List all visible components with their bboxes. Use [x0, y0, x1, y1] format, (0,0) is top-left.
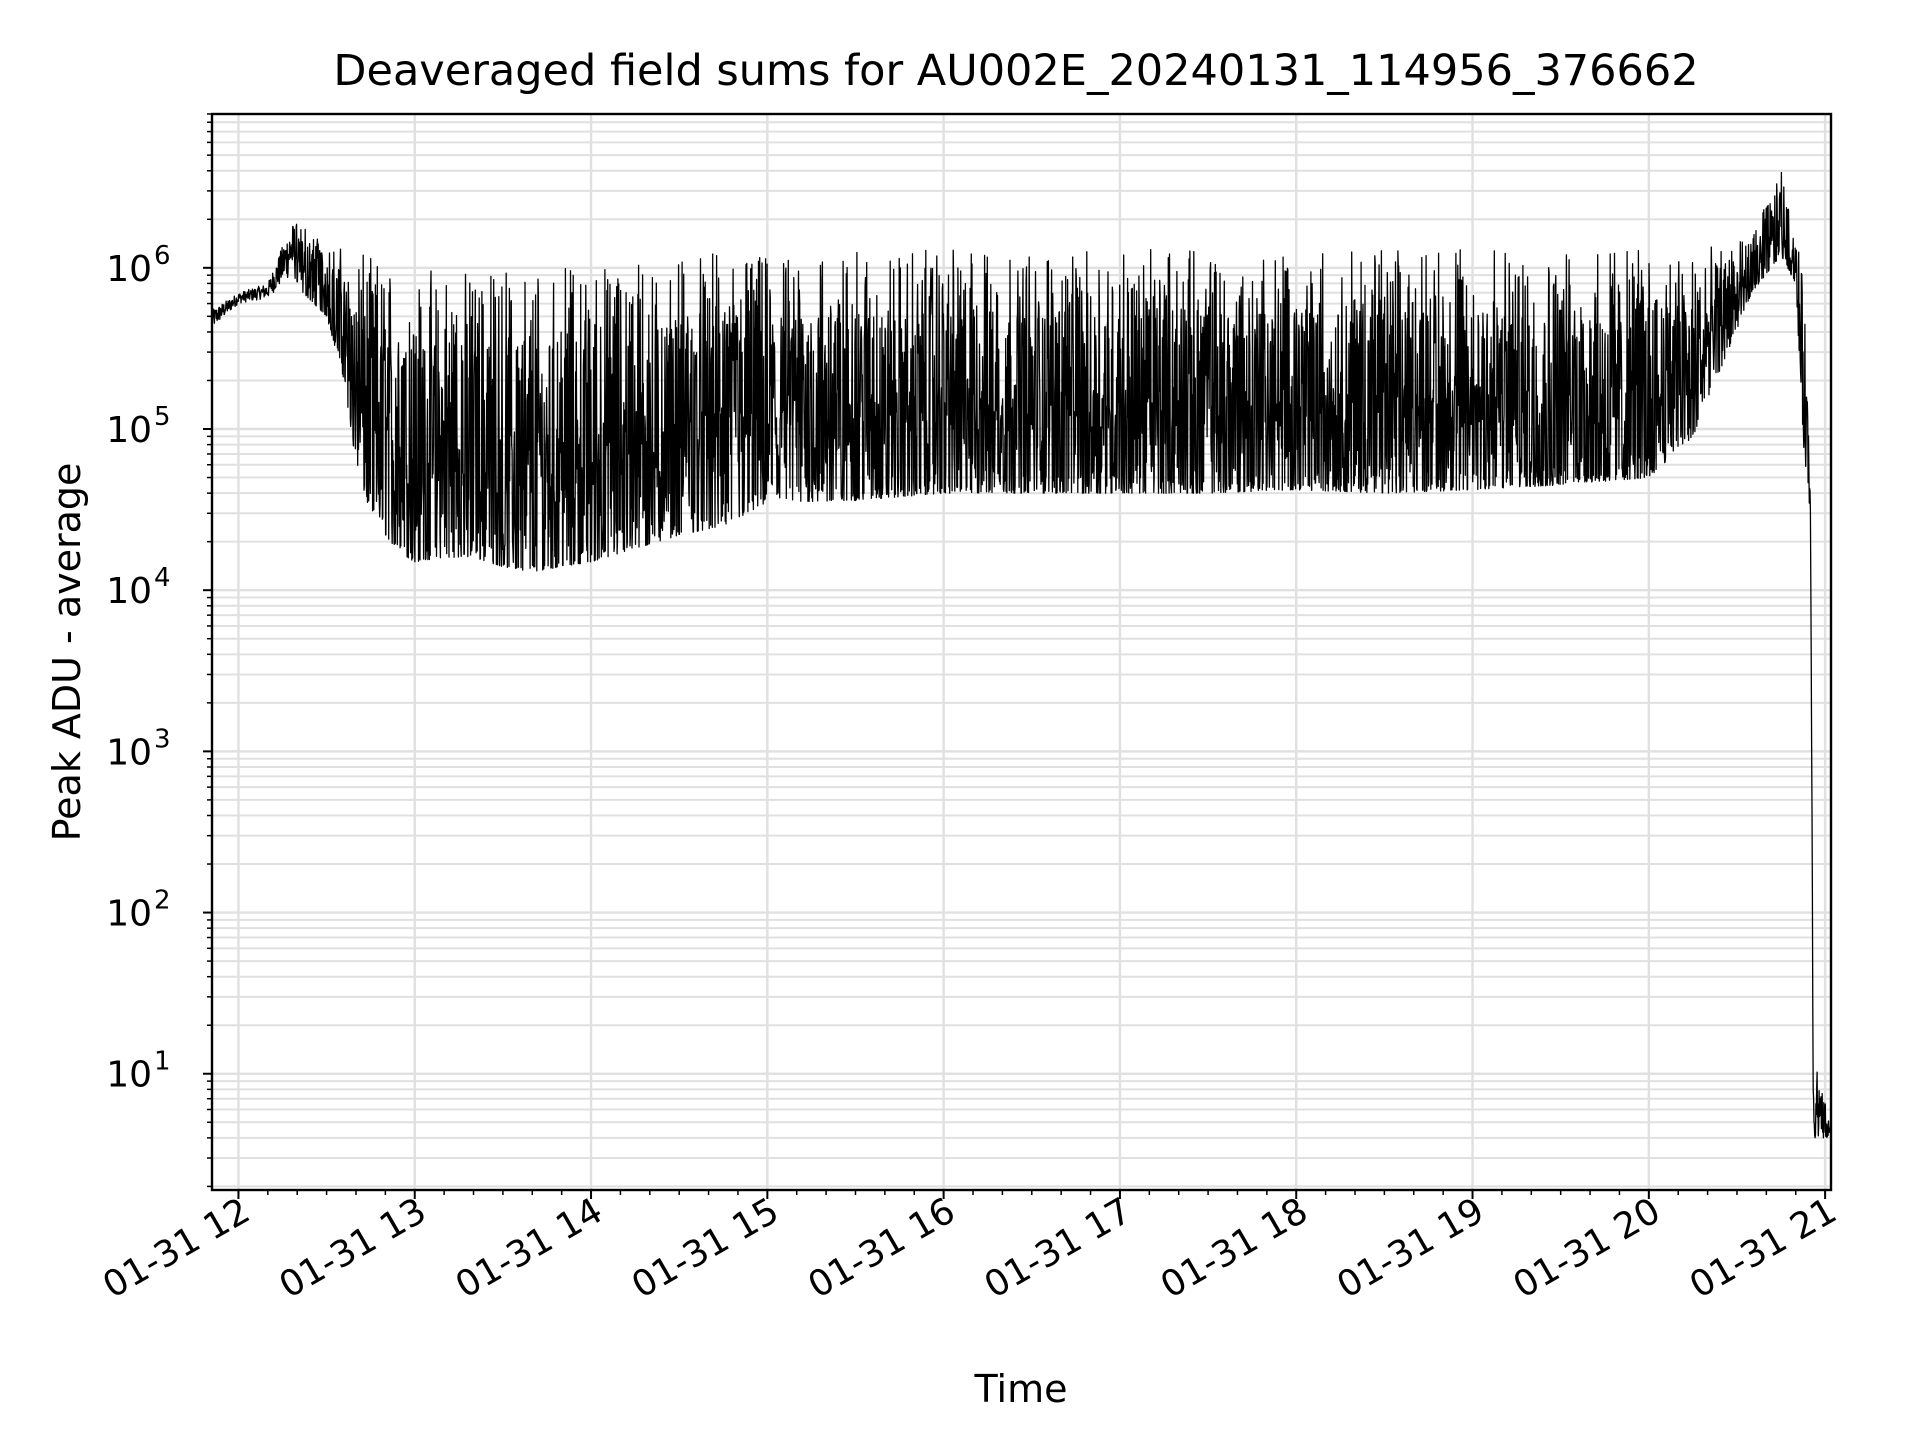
plot-frame [210, 112, 1833, 1192]
y-tick-exponent: 5 [154, 402, 171, 432]
x-axis-label: Time [974, 1367, 1068, 1411]
series-line [211, 171, 1832, 1139]
chart-title: Deaveraged field sums for AU002E_2024013… [333, 46, 1698, 96]
y-tick-label: 10 [106, 410, 152, 451]
y-tick-label: 10 [106, 571, 152, 612]
y-tick-exponent: 2 [154, 886, 171, 916]
y-tick-exponent: 4 [154, 563, 171, 593]
y-axis-label: Peak ADU - average [45, 463, 89, 842]
y-tick-exponent: 3 [154, 724, 171, 754]
y-tick-label: 10 [106, 1055, 152, 1096]
plot-area [210, 112, 1833, 1192]
y-tick-exponent: 6 [154, 241, 171, 271]
y-tick-label: 10 [106, 249, 152, 290]
series-group [211, 171, 1832, 1139]
y-tick-label: 10 [106, 894, 152, 935]
y-tick-exponent: 1 [154, 1047, 171, 1077]
y-tick-label: 10 [106, 732, 152, 773]
